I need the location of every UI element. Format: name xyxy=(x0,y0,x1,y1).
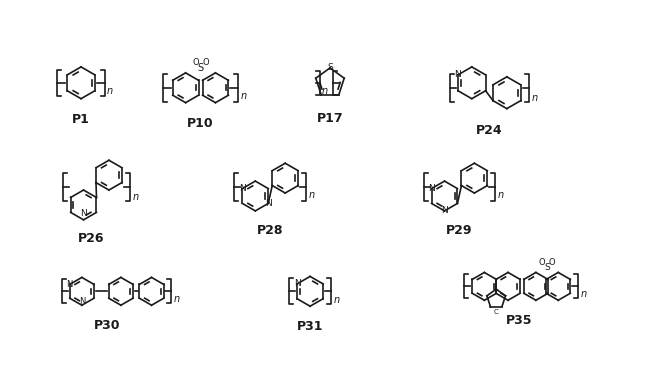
Text: P31: P31 xyxy=(297,320,323,333)
Text: P26: P26 xyxy=(78,232,104,245)
Text: O: O xyxy=(202,58,209,67)
Text: N: N xyxy=(239,184,246,193)
Text: $n$: $n$ xyxy=(240,91,248,101)
Text: $n$: $n$ xyxy=(106,86,114,96)
Text: N: N xyxy=(79,297,85,305)
Text: P17: P17 xyxy=(317,112,344,125)
Text: $n$: $n$ xyxy=(531,93,538,103)
Text: $n$: $n$ xyxy=(333,295,340,305)
Text: $n$: $n$ xyxy=(308,190,315,200)
Text: C: C xyxy=(494,309,499,315)
Text: N: N xyxy=(455,71,461,79)
Text: P28: P28 xyxy=(257,224,284,237)
Text: S: S xyxy=(544,263,550,272)
Text: P30: P30 xyxy=(94,319,120,332)
Text: N: N xyxy=(428,184,435,193)
Text: $n$: $n$ xyxy=(321,86,328,96)
Text: O: O xyxy=(193,58,199,67)
Text: S: S xyxy=(198,64,204,73)
Text: O: O xyxy=(549,258,555,267)
Text: N: N xyxy=(441,207,448,215)
Text: O: O xyxy=(539,258,545,267)
Text: P24: P24 xyxy=(476,123,503,136)
Text: P1: P1 xyxy=(72,113,90,125)
Text: $n$: $n$ xyxy=(497,190,505,200)
Text: $n$: $n$ xyxy=(132,192,139,202)
Text: P10: P10 xyxy=(187,116,214,130)
Text: P29: P29 xyxy=(446,224,472,237)
Text: N: N xyxy=(265,199,271,208)
Text: P35: P35 xyxy=(506,314,532,327)
Text: N: N xyxy=(80,209,87,218)
Text: $n$: $n$ xyxy=(580,289,587,299)
Text: N: N xyxy=(66,280,73,289)
Text: S: S xyxy=(327,64,333,73)
Text: $n$: $n$ xyxy=(173,294,181,304)
Text: N: N xyxy=(294,279,300,289)
